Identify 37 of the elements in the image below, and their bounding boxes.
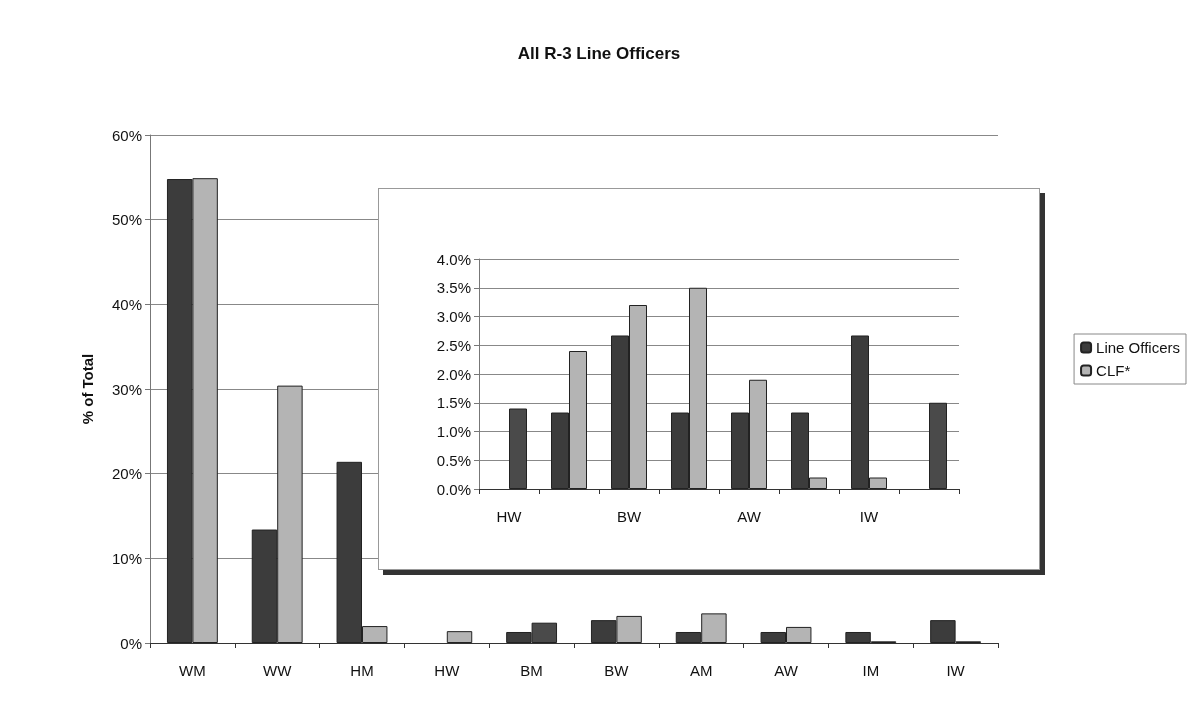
y-tick-label: 10% [111,549,142,567]
bar [509,408,527,489]
x-tick-label: BW [616,508,642,525]
x-tick-label: HW [496,508,523,525]
x-tick-label: BM [520,662,543,679]
x-tick-label: HM [350,662,374,679]
x-tick-label: WM [179,662,206,679]
y-axis-title: % of Total [79,353,96,425]
y-tick-label: 3.5% [436,279,471,297]
bar [929,402,947,489]
x-tick-label: IW [946,662,966,679]
y-tick-label: 3.0% [436,308,471,325]
chart-title: All R-3 Line Officers [517,44,681,63]
bar [446,631,473,643]
y-tick-label: 60% [111,126,142,144]
x-tick-label: IM [862,662,880,679]
x-tick-label: WW [263,662,293,679]
y-tick-label: 30% [111,380,142,398]
x-tick-label: AW [737,508,762,525]
x-tick-label: AM [689,662,713,679]
y-tick-label: 4.0% [436,250,471,268]
legend-label: Line Officers [1096,339,1181,356]
y-tick-label: 1.5% [436,394,471,412]
y-tick-label: 2.0% [436,365,471,383]
legend-label: CLF* [1096,362,1131,379]
y-tick-label: 0.0% [436,480,471,498]
x-tick-label: AW [774,662,799,679]
y-tick-label: 50% [111,211,142,229]
x-tick-label: BW [604,662,630,679]
y-tick-label: 20% [111,465,142,483]
x-tick-label: HW [434,662,461,679]
y-tick-label: 40% [111,295,142,313]
y-tick-label: 2.5% [436,336,471,354]
x-tick-label: IW [859,508,879,525]
y-tick-label: 0% [120,634,142,652]
y-tick-label: 1.0% [436,423,471,440]
y-tick-label: 0.5% [436,451,471,469]
